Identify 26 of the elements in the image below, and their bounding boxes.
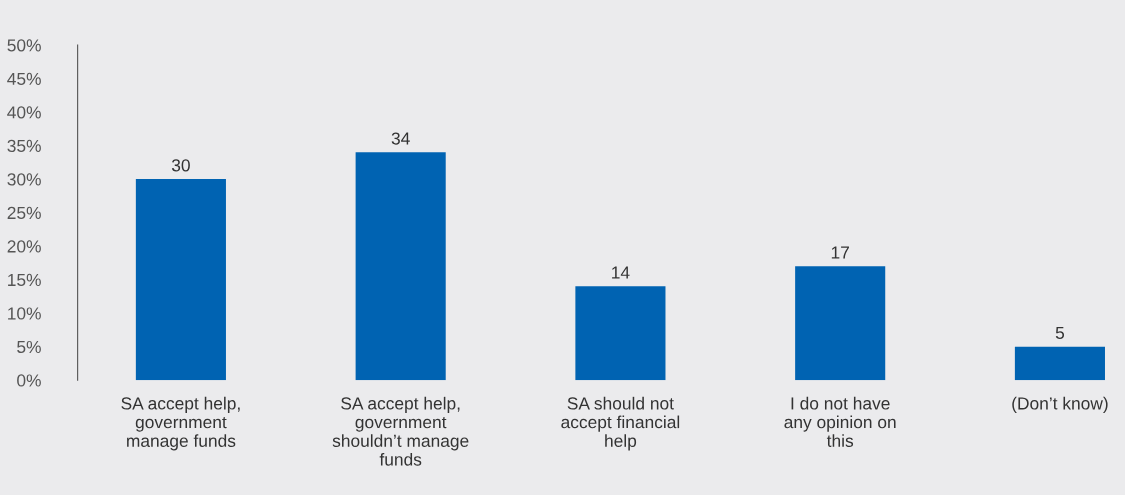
x-tick-label: SA accept help, government shouldn’t manage funds (332, 396, 469, 466)
y-tick-label: 20% (7, 240, 41, 253)
y-tick-label: 15% (8, 273, 41, 287)
data-label: 14 (612, 266, 630, 279)
y-tick-label: 5% (17, 340, 41, 354)
data-label: 17 (831, 246, 849, 259)
x-tick-label: SA should not accept financial help (561, 396, 680, 451)
y-tick-label: 25% (7, 206, 41, 220)
y-tick-label: 45% (7, 72, 41, 86)
x-tick-label: (Don’t know) (1012, 396, 1108, 413)
data-label: 34 (391, 132, 410, 145)
bar (575, 286, 666, 381)
x-tick-label: SA accept help, government manage funds (121, 396, 240, 451)
data-label: 5 (1055, 326, 1065, 340)
y-tick-label: 35% (7, 139, 41, 153)
x-tick-label: I do not have any opinion on this (784, 396, 896, 447)
bar (355, 152, 446, 381)
bar (135, 179, 226, 381)
y-tick-label: 0% (17, 374, 41, 387)
y-tick-label: 30% (7, 173, 41, 186)
data-label: 30 (171, 159, 190, 172)
bar (1014, 346, 1105, 381)
y-tick-label: 10% (8, 307, 41, 320)
y-tick-label: 40% (7, 106, 41, 119)
bar (795, 266, 886, 381)
y-tick-label: 50% (7, 39, 41, 52)
